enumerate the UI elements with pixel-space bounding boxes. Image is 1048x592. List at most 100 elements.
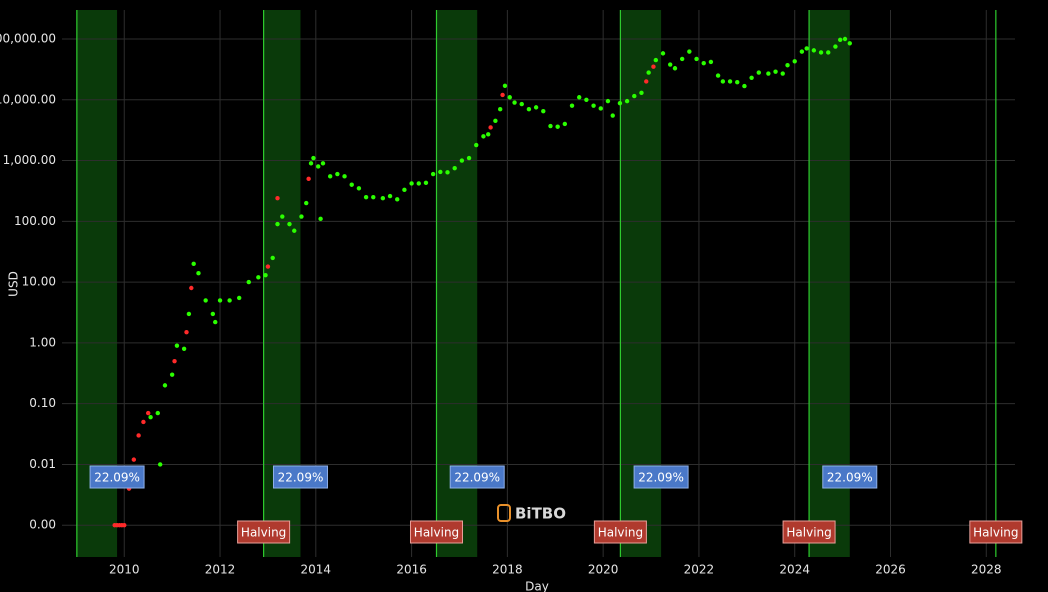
price-point xyxy=(644,79,649,84)
price-point xyxy=(320,161,326,166)
price-point xyxy=(624,98,630,104)
price-point xyxy=(735,79,740,85)
x-tick-label: 2014 xyxy=(301,563,332,577)
price-point xyxy=(263,272,268,278)
price-point xyxy=(445,170,450,175)
price-point xyxy=(148,414,153,420)
price-point xyxy=(569,103,575,108)
price-point xyxy=(227,298,232,303)
x-tick-label: 2028 xyxy=(971,563,1002,577)
y-tick-label: 0.00 xyxy=(29,518,56,532)
y-axis-label: USD xyxy=(7,271,21,297)
price-point xyxy=(756,70,761,75)
y-tick-label: 100,000.00 xyxy=(0,31,56,45)
halving-box xyxy=(969,520,1023,544)
price-point xyxy=(632,93,637,99)
price-point xyxy=(598,106,603,111)
price-point xyxy=(438,169,443,175)
halving-box xyxy=(782,520,836,544)
watermark: BiTBO xyxy=(515,505,566,523)
price-point xyxy=(512,100,517,105)
halving-label: Halving xyxy=(414,526,459,540)
price-point xyxy=(708,59,714,65)
y-tick-label: 100.00 xyxy=(14,214,56,228)
price-point xyxy=(766,71,771,76)
price-point xyxy=(308,161,314,166)
price-point xyxy=(181,346,187,351)
price-point xyxy=(311,155,316,161)
price-point xyxy=(189,285,194,291)
price-point xyxy=(270,255,275,261)
halving-label: Halving xyxy=(241,526,286,540)
price-point xyxy=(811,48,817,53)
price-point xyxy=(395,197,400,202)
price-point xyxy=(526,106,532,112)
price-point xyxy=(720,79,726,84)
price-point xyxy=(617,100,623,106)
price-point xyxy=(742,83,747,89)
price-point xyxy=(672,66,678,71)
price-point xyxy=(275,196,280,201)
y-tick-label: 10.00 xyxy=(22,275,56,289)
price-point xyxy=(122,523,127,528)
price-point xyxy=(327,174,333,179)
price-point xyxy=(459,158,465,163)
price-point xyxy=(423,180,429,186)
halving-box xyxy=(593,520,647,544)
price-point xyxy=(409,181,414,186)
price-point xyxy=(363,194,369,200)
x-tick-label: 2024 xyxy=(779,563,810,577)
price-point xyxy=(275,221,280,227)
price-point xyxy=(371,194,376,200)
price-point xyxy=(342,174,347,179)
price-point xyxy=(610,113,615,118)
price-point xyxy=(826,50,831,55)
price-point xyxy=(213,319,218,325)
price-point xyxy=(799,49,805,54)
percent-label: 22.09% xyxy=(638,471,684,485)
price-point xyxy=(847,41,852,46)
watermark-icon xyxy=(497,504,511,522)
percent-label: 22.09% xyxy=(278,471,324,485)
price-point xyxy=(785,63,790,68)
price-point xyxy=(667,62,673,67)
price-point xyxy=(246,279,251,285)
percent-box xyxy=(822,465,878,489)
price-point xyxy=(646,70,651,75)
price-point xyxy=(481,134,486,139)
halving-label: Halving xyxy=(973,526,1018,540)
price-point xyxy=(217,298,223,303)
price-point xyxy=(749,75,754,80)
price-point xyxy=(335,171,340,177)
x-tick-label: 2022 xyxy=(684,563,715,577)
y-tick-label: 0.10 xyxy=(29,396,56,410)
price-point xyxy=(727,79,733,84)
price-point xyxy=(694,56,699,62)
price-point xyxy=(316,164,321,169)
price-point xyxy=(356,186,362,191)
percent-box xyxy=(449,465,505,489)
price-point xyxy=(773,69,778,74)
price-point xyxy=(493,118,498,124)
price-point xyxy=(292,228,297,233)
price-point xyxy=(141,419,146,425)
price-point xyxy=(497,106,503,112)
price-point xyxy=(591,103,596,108)
price-point xyxy=(306,176,311,182)
price-point xyxy=(562,121,568,127)
price-point xyxy=(701,60,706,66)
price-point xyxy=(265,264,271,269)
price-point xyxy=(318,216,323,222)
price-point xyxy=(304,200,309,206)
halving-label: Halving xyxy=(598,526,643,540)
halving-label: Halving xyxy=(786,526,831,540)
price-point xyxy=(136,433,141,438)
price-point xyxy=(577,95,582,100)
price-point xyxy=(287,221,292,227)
price-point xyxy=(502,83,508,88)
price-point xyxy=(474,142,479,148)
price-point xyxy=(131,457,137,462)
price-point xyxy=(541,108,546,114)
x-tick-label: 2026 xyxy=(875,563,906,577)
